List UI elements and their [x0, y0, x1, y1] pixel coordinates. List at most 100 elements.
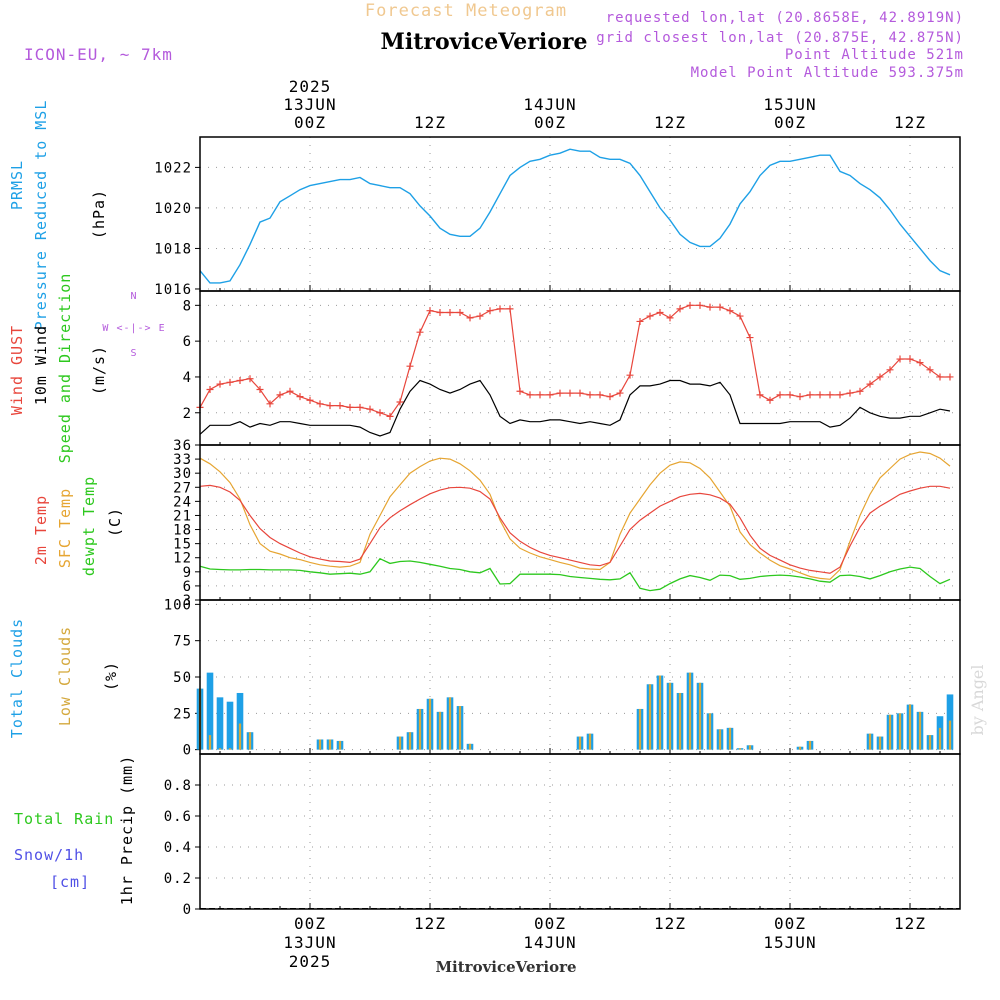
y-tick-label: 4	[183, 370, 192, 386]
panels: 1016101810201022246836912151821242730333…	[154, 136, 961, 918]
gust-marker	[586, 391, 594, 399]
low-clouds-bar	[228, 748, 232, 750]
wind-gust-label: Wind GUST	[8, 325, 26, 415]
gust-marker	[476, 312, 484, 320]
bottom-hour-label: 12Z	[414, 914, 446, 933]
2m-temp-line	[199, 484, 951, 574]
y-tick-label: 21	[173, 508, 192, 524]
rain-label: Total Rain	[14, 810, 114, 828]
wind-speed-line	[199, 379, 951, 437]
low-clouds-bar	[418, 708, 422, 750]
gust-marker	[306, 396, 314, 404]
wind-gust-line	[199, 304, 950, 418]
top-hour-label: 00Z	[294, 113, 326, 132]
wind-speed-label: 10m Wind	[32, 325, 50, 405]
gust-marker	[396, 398, 404, 406]
gust-marker	[216, 380, 224, 388]
total-clouds-bar	[216, 697, 224, 750]
gust-marker	[316, 400, 324, 408]
closest-coords: grid closest lon,lat (20.875E, 42.875N)	[596, 30, 964, 46]
low-clouds-bar	[468, 743, 472, 750]
panel-frame	[199, 136, 961, 292]
y-tick-label: 0.8	[164, 778, 192, 794]
pressure-label-long: Pressure Reduced to MSL	[32, 100, 50, 331]
gust-marker	[286, 387, 294, 395]
low-clouds-bar	[678, 692, 682, 750]
gust-marker	[536, 391, 544, 399]
panel-frame	[199, 599, 961, 755]
gust-marker	[516, 387, 524, 395]
credit-watermark: by Angel	[968, 664, 987, 735]
gust-marker	[456, 308, 464, 316]
gust-marker	[676, 305, 684, 313]
low-clouds-bar	[738, 748, 742, 750]
y-tick-label: 18	[173, 523, 192, 539]
low-clouds-bar	[458, 706, 462, 750]
total-clouds-bar	[206, 672, 214, 750]
gust-marker	[936, 373, 944, 381]
low-clouds-bar	[318, 739, 322, 750]
top-date-label: 13JUN	[283, 95, 336, 114]
y-tick-label: 75	[173, 634, 192, 650]
y-tick-label: 1020	[154, 201, 192, 217]
low-clouds-bar	[898, 713, 902, 750]
gust-marker	[716, 303, 724, 311]
panel-frame	[199, 444, 961, 601]
low-clouds-bar	[918, 711, 922, 750]
y-tick-label: 0.2	[164, 871, 192, 887]
bottom-date-label: 14JUN	[523, 933, 576, 952]
side-labels: PRMSL Pressure Reduced to MSL (hPa) Wind GU…	[8, 100, 165, 906]
y-tick-label: 100	[164, 597, 192, 613]
gust-marker	[356, 403, 364, 411]
wind-direction-label: Speed and Direction	[56, 273, 74, 464]
y-tick-label: 3	[183, 593, 192, 609]
low-clouds-bar	[748, 745, 752, 750]
header: Forecast Meteogram MitroviceVeriore ICON…	[24, 1, 964, 81]
y-tick-label: 0	[183, 902, 192, 918]
gust-marker	[796, 393, 804, 401]
gust-marker	[376, 409, 384, 417]
gust-marker	[576, 389, 584, 397]
panel-wind: 2 4 6 8	[183, 291, 960, 445]
low-clouds-bar	[448, 697, 452, 750]
low-clouds-bar	[908, 704, 912, 750]
gust-marker	[836, 391, 844, 399]
gust-marker	[506, 305, 514, 313]
top-year-label: 2025	[289, 77, 332, 96]
top-date-label: 15JUN	[763, 95, 816, 114]
location-title: MitroviceVeriore	[381, 29, 588, 55]
low-clouds-bar	[338, 740, 342, 750]
product-title: Forecast Meteogram	[365, 1, 567, 21]
low-clouds-bar	[638, 708, 642, 750]
panel-frame	[199, 290, 961, 446]
gust-marker	[646, 312, 654, 320]
gust-marker	[926, 366, 934, 374]
gust-marker	[406, 362, 414, 370]
y-tick-label: 27	[173, 480, 192, 496]
gust-marker	[856, 387, 864, 395]
compass-south: S	[130, 348, 137, 359]
gust-marker	[766, 396, 774, 404]
top-hour-label: 00Z	[534, 113, 566, 132]
low-clouds-bar	[948, 720, 952, 750]
low-clouds-bar	[708, 713, 712, 750]
snow-unit-label: [cm]	[50, 873, 90, 891]
panel-clouds: 0 25 50 75 100	[164, 597, 960, 759]
low-clouds-label: Low Clouds	[56, 626, 74, 726]
low-clouds-bar	[928, 735, 932, 750]
total-clouds-label: Total Clouds	[8, 618, 26, 738]
gust-marker	[826, 391, 834, 399]
bottom-date-label: 13JUN	[283, 933, 336, 952]
gust-marker	[416, 328, 424, 336]
gust-marker	[496, 305, 504, 313]
gust-marker	[806, 391, 814, 399]
y-tick-label: 8	[183, 298, 192, 314]
total-clouds-bar	[236, 692, 244, 750]
footer-location: MitroviceVeriore	[435, 958, 576, 976]
low-clouds-bar	[218, 748, 222, 750]
low-clouds-bar	[328, 739, 332, 750]
